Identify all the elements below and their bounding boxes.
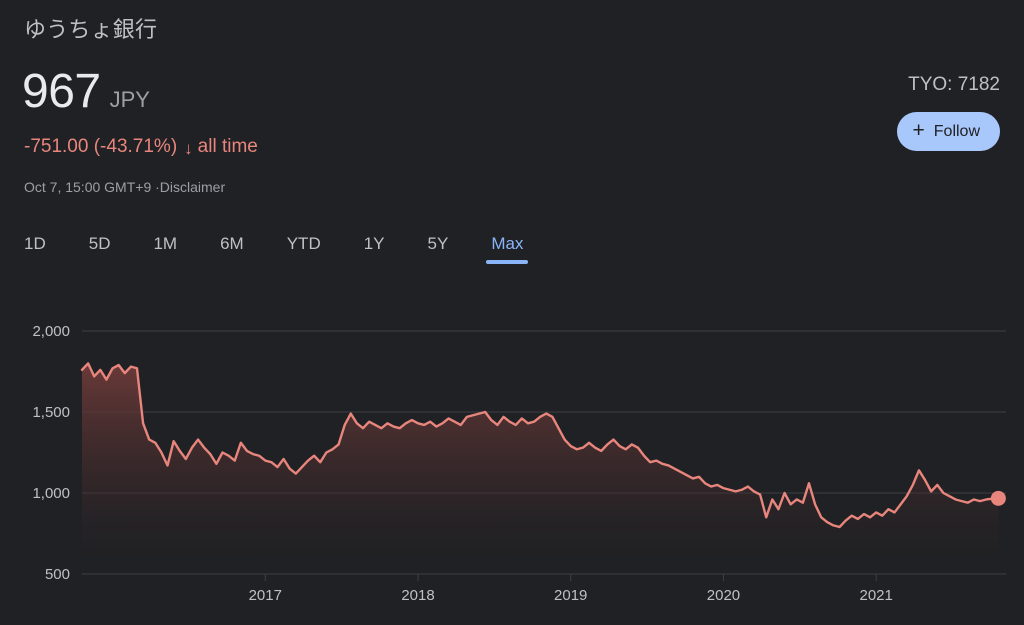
- currency-label: JPY: [109, 87, 150, 112]
- range-tab-5y[interactable]: 5Y: [428, 228, 449, 268]
- y-axis-label: 1,000: [32, 485, 70, 502]
- last-price-marker: [990, 490, 1006, 506]
- price-change-period: all time: [197, 136, 258, 157]
- x-axis-label: 2019: [554, 587, 587, 604]
- y-axis-label: 500: [45, 566, 70, 583]
- price-row: 967 JPY: [22, 68, 150, 116]
- y-axis-label: 2,000: [32, 323, 70, 340]
- disclaimer-link[interactable]: Disclaimer: [159, 179, 226, 195]
- follow-button[interactable]: + Follow: [896, 112, 1000, 151]
- chart-line: [80, 362, 1000, 529]
- chart-area-fill: [82, 363, 999, 574]
- range-tab-max[interactable]: Max: [486, 228, 529, 268]
- exchange-ticker: TYO: 7182: [908, 74, 1000, 95]
- stock-header: ゆうちょ銀行 967 JPY -751.00 (-43.71%) ↓ all t…: [0, 0, 1024, 210]
- quote-timestamp: Oct 7, 15:00 GMT+9 ·: [24, 179, 160, 195]
- range-tab-label: 1Y: [363, 234, 385, 253]
- price-chart-svg: 2,000 1,500 1,000 500 2017 2018 2019 2020 2021: [32, 323, 1006, 604]
- timestamp-row: Oct 7, 15:00 GMT+9 ·Disclaimer: [24, 179, 225, 195]
- current-price: 967: [22, 65, 101, 118]
- range-tab-label: 5Y: [427, 234, 449, 253]
- x-axis-ticks: [264, 574, 877, 581]
- range-tab-label: 1D: [24, 234, 46, 253]
- range-tab-1m[interactable]: 1M: [153, 228, 177, 268]
- range-tab-6m[interactable]: 6M: [220, 228, 244, 268]
- y-axis-label: 1,500: [32, 404, 70, 421]
- range-tab-ytd[interactable]: YTD: [287, 228, 321, 268]
- x-axis-label: 2021: [859, 587, 892, 604]
- follow-button-label: Follow: [933, 122, 980, 140]
- x-axis-labels: 2017 2018 2019 2020 2021: [249, 587, 893, 604]
- range-tab-1d[interactable]: 1D: [24, 228, 46, 268]
- x-axis-label: 2017: [249, 587, 282, 604]
- range-tab-bar: 1D 5D 1M 6M YTD 1Y 5Y Max: [24, 228, 529, 268]
- range-tab-label: Max: [491, 234, 524, 253]
- range-tab-label: 6M: [220, 234, 244, 253]
- range-tab-1y[interactable]: 1Y: [364, 228, 385, 268]
- y-axis-labels: 2,000 1,500 1,000 500: [32, 323, 70, 583]
- range-tab-label: 1M: [153, 234, 178, 253]
- plus-icon: +: [912, 119, 925, 142]
- price-change-value: -751.00 (-43.71%): [24, 136, 178, 157]
- x-axis-label: 2018: [401, 587, 434, 604]
- x-axis-label: 2020: [707, 587, 740, 604]
- range-tab-5d[interactable]: 5D: [89, 228, 111, 268]
- price-change: -751.00 (-43.71%) ↓ all time: [24, 136, 258, 158]
- arrow-down-icon: ↓: [184, 138, 193, 158]
- company-name: ゆうちょ銀行: [24, 17, 158, 42]
- price-chart[interactable]: 2,000 1,500 1,000 500 2017 2018 2019 2020 2021: [0, 300, 1024, 625]
- range-tab-label: YTD: [286, 234, 321, 253]
- range-tab-label: 5D: [88, 234, 111, 253]
